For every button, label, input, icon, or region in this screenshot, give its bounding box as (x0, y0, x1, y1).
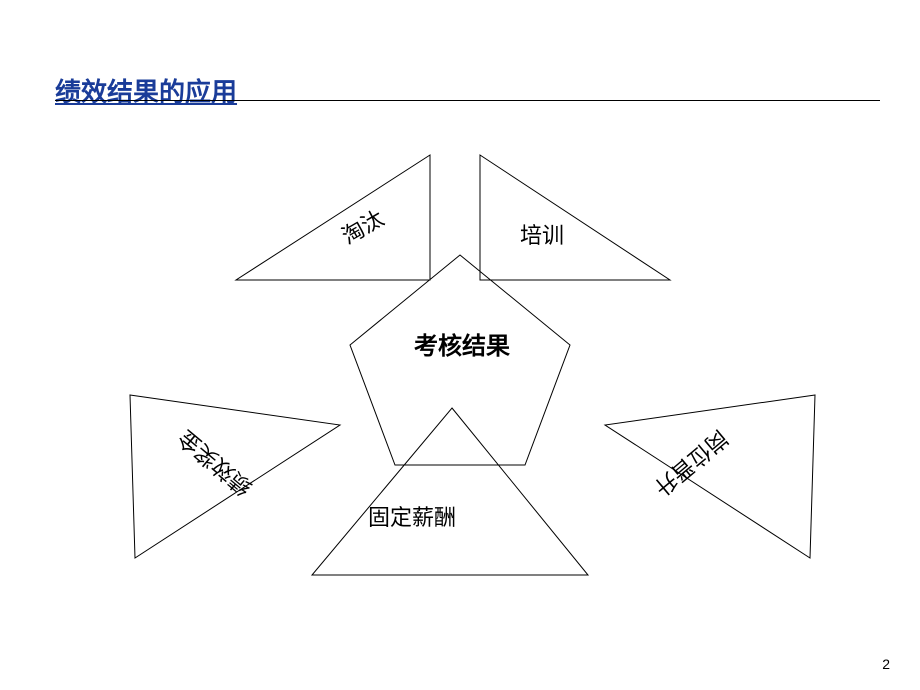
triangle-bottom-center (312, 408, 588, 575)
triangle-top-left (236, 155, 430, 280)
triangle-top-right (480, 155, 670, 280)
triangle-label-3: 固定薪酬 (368, 500, 456, 532)
triangle-label-1: 培训 (520, 218, 564, 250)
page-number: 2 (882, 656, 890, 672)
triangle-bottom-right (605, 395, 815, 558)
pentagon-label: 考核结果 (414, 326, 510, 361)
